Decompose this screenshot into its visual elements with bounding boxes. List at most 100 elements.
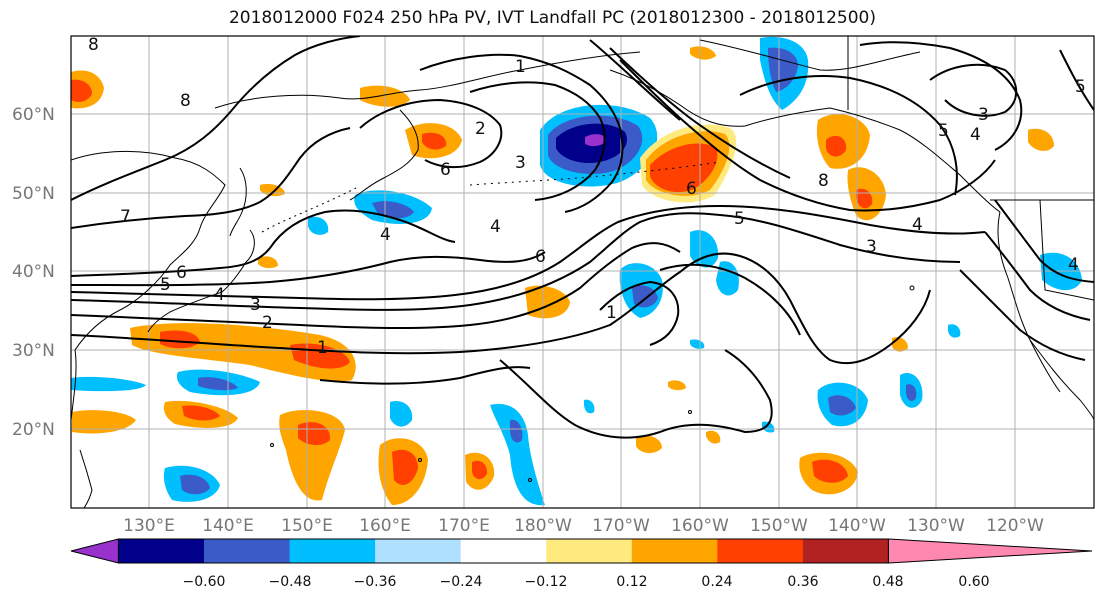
gridlines — [71, 36, 1094, 508]
colorbar-label: 0.36 — [787, 574, 818, 590]
lat-tick-label: 20°N — [12, 420, 55, 440]
colorbar-segment — [289, 539, 376, 563]
contour-3 — [71, 212, 961, 311]
shade-s-red5 — [472, 460, 488, 480]
shade-topleft-red — [71, 79, 92, 102]
contour-label: 4 — [380, 225, 391, 245]
colorbar-label: 0.60 — [958, 574, 989, 590]
shade-e-orange2 — [1028, 128, 1054, 151]
pc-shading — [71, 36, 1082, 506]
shade-s-blue3c — [510, 419, 523, 443]
lon-tick-label: 130°W — [907, 516, 965, 536]
contour-label: 2 — [262, 313, 273, 333]
shade-red-core — [650, 143, 718, 193]
colorbar-label: −0.60 — [183, 574, 226, 590]
contour-24 — [659, 263, 801, 336]
contour-22 — [499, 349, 773, 439]
contour-label: 1 — [606, 303, 617, 323]
coast-kamchatka — [349, 109, 419, 201]
lat-tick-label: 40°N — [12, 262, 55, 282]
lon-axis: 130°E 140°E 150°E 160°E 170°E 180°W 170°… — [123, 516, 1044, 536]
colorbar-segment — [204, 539, 291, 563]
contour-label: 8 — [88, 35, 99, 55]
coast-alaska-north — [699, 39, 921, 71]
colorbar-arrow-left — [70, 538, 119, 564]
contour-1 — [71, 252, 931, 365]
coast-philippines — [79, 449, 93, 508]
lon-tick-label: 150°E — [281, 516, 333, 536]
lat-axis: 60°N 50°N 40°N 30°N 20°N — [12, 105, 55, 440]
colorbar-label: −0.12 — [525, 574, 568, 590]
contour-10 — [419, 53, 624, 213]
shade-s-orange1 — [72, 410, 136, 434]
lon-tick-label: 170°W — [592, 516, 650, 536]
contour-label: 1 — [317, 338, 328, 358]
contour-label: 8 — [180, 91, 191, 111]
colorbar: −0.60 −0.48 −0.36 −0.24 −0.12 0.12 0.24 … — [70, 538, 1093, 590]
lat-tick-label: 50°N — [12, 184, 55, 204]
contour-9 — [359, 98, 503, 168]
colorbar-segment — [460, 539, 547, 563]
colorbar-segment — [546, 539, 633, 563]
shade-e-blue7 — [762, 421, 775, 433]
shade-e-red1 — [812, 459, 848, 483]
contour-19 — [984, 231, 1091, 321]
lon-tick-label: 170°E — [438, 516, 490, 536]
shade-e-blue1c — [828, 395, 856, 416]
map-panel: 8 8 7 6 5 4 3 2 1 1 2 3 6 4 4 6 1 6 5 4 … — [71, 35, 1094, 508]
shade-e-blue4 — [948, 324, 961, 338]
coast-baja — [1029, 339, 1061, 393]
contour-13 — [609, 47, 791, 179]
contour-label: 5 — [1075, 77, 1086, 97]
shade-e-orange4 — [690, 46, 716, 60]
contour-label: 3 — [978, 105, 989, 125]
shade-alaska-red — [826, 135, 847, 157]
contour-8 — [71, 36, 361, 201]
contour-2 — [71, 242, 681, 330]
shade-e-blue8 — [690, 339, 705, 349]
colorbar-label: −0.24 — [440, 574, 483, 590]
lon-tick-label: 120°W — [986, 516, 1044, 536]
colorbar-arrow-right — [887, 538, 1093, 564]
shade-kuril-blue2 — [372, 201, 414, 219]
contour-label: 4 — [912, 215, 923, 235]
contour-label: 3 — [250, 295, 261, 315]
contour-label: 8 — [818, 171, 829, 191]
coastlines — [71, 36, 1094, 508]
contour-label: 6 — [686, 179, 697, 199]
contour-label: 4 — [490, 217, 501, 237]
shade-e-orange7 — [636, 435, 662, 454]
contour-25 — [599, 280, 680, 346]
contour-20 — [994, 199, 1094, 283]
contour-12 — [619, 59, 996, 212]
contour-label: 6 — [176, 263, 187, 283]
shade-e-blue6 — [584, 399, 595, 414]
colorbar-segment — [802, 539, 889, 563]
colorbar-segment — [631, 539, 718, 563]
lon-tick-label: 140°E — [202, 516, 254, 536]
lon-tick-label: 140°W — [828, 516, 886, 536]
colorbar-label: −0.48 — [269, 574, 312, 590]
contour-label: 1 — [515, 57, 526, 77]
colorbar-label: 0.24 — [701, 574, 732, 590]
map-title: 2018012000 F024 250 hPa PV, IVT Landfall… — [228, 8, 876, 28]
shade-mid-blue2 — [632, 285, 658, 308]
shade-s-red3 — [298, 422, 331, 446]
shade-e-orange8 — [668, 380, 686, 391]
shade-japan-red1 — [160, 330, 200, 349]
coast-alaska — [609, 69, 1001, 213]
lon-tick-label: 130°E — [123, 516, 175, 536]
colorbar-segment — [375, 539, 462, 563]
colorbar-frame — [117, 538, 889, 564]
shade-e-orange5 — [258, 256, 278, 269]
contour-labels: 8 8 7 6 5 4 3 2 1 1 2 3 6 4 4 6 1 6 5 4 … — [88, 35, 1086, 358]
lon-tick-label: 150°W — [750, 516, 808, 536]
colorbar-label: −0.36 — [354, 574, 397, 590]
lat-tick-label: 60°N — [12, 105, 55, 125]
contour-label: 4 — [970, 125, 981, 145]
colorbar-segment — [717, 539, 804, 563]
coast-japan — [147, 229, 255, 333]
contour-label: 6 — [440, 160, 451, 180]
coast-na-west — [997, 211, 1094, 421]
